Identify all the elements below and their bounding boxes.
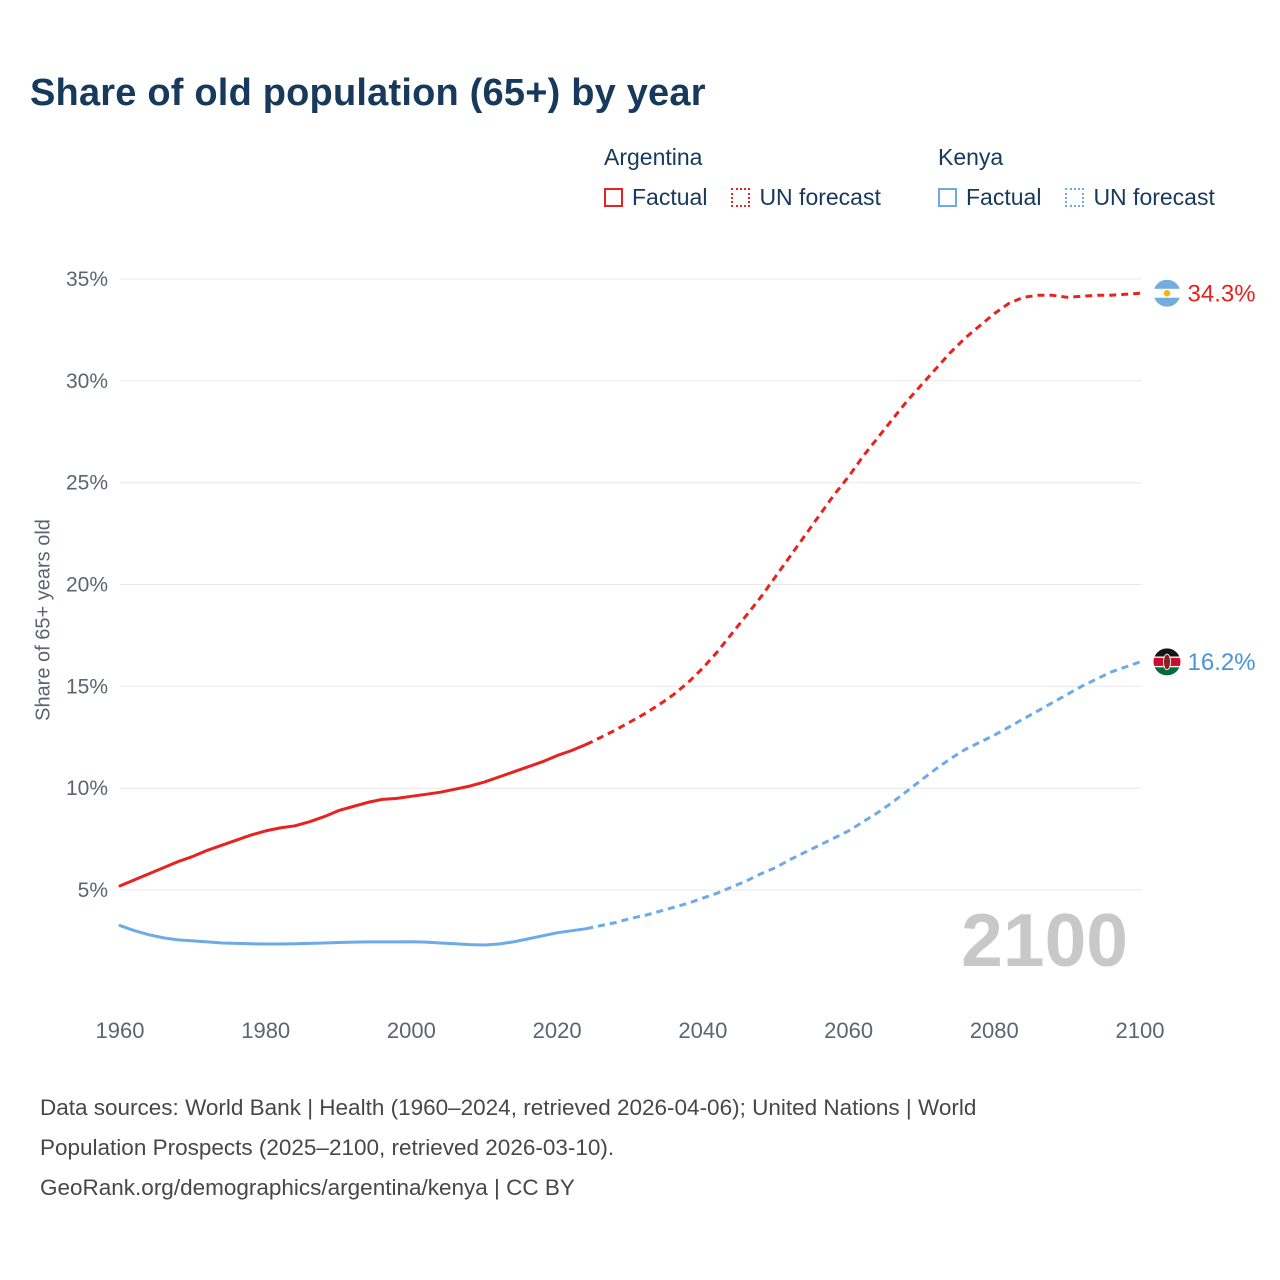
footer-data-sources-line1: Data sources: World Bank | Health (1960–… bbox=[40, 1095, 977, 1120]
watermark-year: 2100 bbox=[961, 898, 1128, 982]
x-tick-label: 1980 bbox=[241, 1018, 290, 1043]
legend-swatch-kenya-forecast bbox=[1065, 188, 1085, 207]
x-tick-label: 2100 bbox=[1116, 1018, 1165, 1043]
legend-item-argentina-forecast: UN forecast bbox=[731, 184, 881, 211]
x-tick-label: 2080 bbox=[970, 1018, 1019, 1043]
y-tick-label: 15% bbox=[66, 675, 108, 698]
legend-item-argentina-factual: Factual bbox=[604, 184, 707, 211]
chart-canvas: 5% 10% 15% 20% 25% 30% 35% 1960 1980 2000 2020 2040… bbox=[66, 268, 1256, 1043]
legend-group-title-kenya: Kenya bbox=[938, 144, 1004, 170]
y-tick-label: 25% bbox=[66, 472, 108, 495]
y-tick-label: 5% bbox=[78, 879, 108, 902]
series-line-kenya-forecast bbox=[585, 660, 1141, 931]
legend-swatch-argentina-factual bbox=[604, 188, 623, 207]
footer-attribution: GeoRank.org/demographics/argentina/kenya… bbox=[40, 1175, 575, 1200]
footer-data-sources-line2: Population Prospects (2025–2100, retriev… bbox=[40, 1135, 615, 1160]
series-line-kenya-factual bbox=[118, 924, 588, 947]
legend-group-title-argentina: Argentina bbox=[604, 144, 703, 170]
kenya-flag-icon bbox=[1153, 648, 1181, 676]
footer: Data sources: World Bank | Health (1960–… bbox=[40, 1088, 976, 1208]
x-tick-label: 2020 bbox=[533, 1018, 582, 1043]
legend-item-kenya-factual: Factual bbox=[938, 184, 1041, 211]
y-tick-label: 35% bbox=[66, 268, 108, 291]
argentina-flag-icon bbox=[1153, 279, 1181, 307]
page-title: Share of old population (65+) by year bbox=[30, 72, 706, 114]
legend-items-kenya: Factual UN forecast bbox=[938, 184, 1239, 211]
legend-swatch-kenya-factual bbox=[938, 188, 957, 207]
legend-group-argentina: Argentina Factual UN forecast bbox=[604, 144, 905, 211]
y-tick-label: 10% bbox=[66, 777, 108, 800]
x-tick-label: 1960 bbox=[96, 1018, 145, 1043]
series-line-argentina-forecast bbox=[585, 291, 1141, 746]
x-tick-label: 2000 bbox=[387, 1018, 436, 1043]
legend-items-argentina: Factual UN forecast bbox=[604, 184, 905, 211]
y-tick-label: 30% bbox=[66, 370, 108, 393]
end-value-label-kenya-forecast: 16.2% bbox=[1188, 649, 1256, 676]
legend-label-kenya-forecast: UN forecast bbox=[1093, 184, 1215, 210]
legend-label-kenya-factual: Factual bbox=[966, 184, 1042, 210]
y-tick-label: 20% bbox=[66, 574, 108, 597]
x-tick-label: 2060 bbox=[824, 1018, 873, 1043]
legend-label-argentina-factual: Factual bbox=[632, 184, 708, 210]
legend-label-argentina-forecast: UN forecast bbox=[759, 184, 881, 210]
x-tick-label: 2040 bbox=[678, 1018, 727, 1043]
series-line-argentina-factual bbox=[118, 742, 588, 888]
legend-item-kenya-forecast: UN forecast bbox=[1065, 184, 1215, 211]
end-value-label-argentina-forecast: 34.3% bbox=[1188, 280, 1256, 307]
legend-swatch-argentina-forecast bbox=[731, 188, 751, 207]
legend-group-kenya: Kenya Factual UN forecast bbox=[938, 144, 1239, 211]
